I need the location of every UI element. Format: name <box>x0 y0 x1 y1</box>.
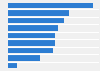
Bar <box>8 33 55 38</box>
Bar <box>8 18 64 23</box>
Bar <box>8 55 40 61</box>
Bar <box>8 3 93 8</box>
Bar <box>8 10 69 16</box>
Bar <box>8 63 17 68</box>
Bar <box>8 48 53 53</box>
Bar <box>8 25 58 31</box>
Bar <box>8 40 55 46</box>
